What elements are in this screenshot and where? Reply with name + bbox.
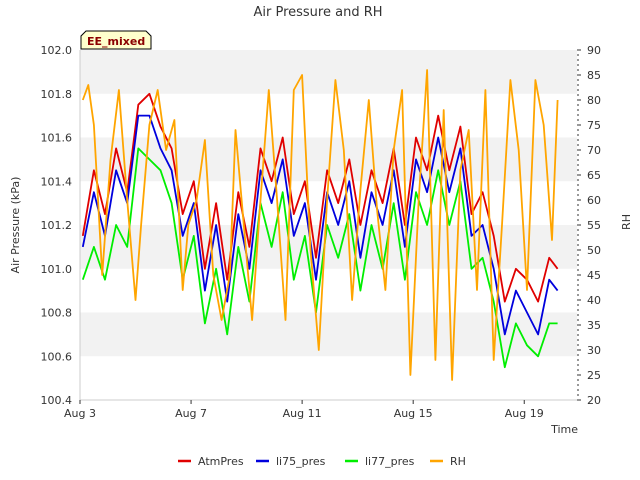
- background-band: [80, 225, 577, 269]
- x-tick-label: Aug 7: [175, 407, 207, 420]
- background-band: [80, 356, 577, 400]
- y2-axis-label: RH: [620, 214, 633, 230]
- background-band: [80, 50, 577, 94]
- y2-tick-label: 30: [587, 344, 601, 357]
- y2-tick-label: 70: [587, 144, 601, 157]
- y-tick-label: 100.8: [41, 307, 73, 320]
- x-tick-label: Aug 11: [283, 407, 322, 420]
- y-tick-label: 101.6: [41, 132, 73, 145]
- y2-tick-label: 75: [587, 119, 601, 132]
- series-line-li77-pres: [81, 147, 558, 369]
- axes: [79, 50, 577, 401]
- y-axis-label: Air Pressure (kPa): [9, 177, 22, 274]
- y2-tick-label: 40: [587, 294, 601, 307]
- y2-tick-label: 90: [587, 44, 601, 57]
- y-tick-label: 102.0: [41, 44, 73, 57]
- y-tick-label: 101.8: [41, 88, 73, 101]
- legend-label-atmpres: AtmPres: [198, 455, 244, 468]
- series-line-li75-pres: [81, 114, 559, 336]
- badge: EE_mixed: [80, 30, 152, 50]
- plot-lines: [81, 69, 559, 381]
- x-axis-label: Time: [550, 423, 578, 436]
- legend-label-rh: RH: [450, 455, 466, 468]
- y-tick-label: 101.4: [41, 175, 73, 188]
- legend: AtmPres li75_pres li77_pres RH: [178, 455, 466, 468]
- y2-tick-label: 35: [587, 319, 601, 332]
- y-tick-label: 101.2: [41, 219, 73, 232]
- legend-label-li77-pres: li77_pres: [365, 455, 415, 468]
- legend-label-li75-pres: li75_pres: [276, 455, 326, 468]
- y2-tick-label: 20: [587, 394, 601, 407]
- y2-tick-label: 50: [587, 244, 601, 257]
- y2-tick-label: 85: [587, 69, 601, 82]
- background-bands: [80, 50, 577, 400]
- y2-tick-label: 45: [587, 269, 601, 282]
- x-tick-label: Aug 15: [394, 407, 433, 420]
- series-line-rh: [81, 69, 559, 381]
- y2-tick-label: 65: [587, 169, 601, 182]
- y-tick-label: 101.0: [41, 263, 73, 276]
- y-tick-label: 100.6: [41, 350, 73, 363]
- chart-title: Air Pressure and RH: [253, 5, 382, 20]
- badge-label: EE_mixed: [87, 35, 145, 48]
- y-tick-label: 100.4: [41, 394, 73, 407]
- x-tick-label: Aug 19: [505, 407, 544, 420]
- y2-tick-label: 80: [587, 94, 601, 107]
- x-tick-label: Aug 3: [64, 407, 96, 420]
- badge-box: [80, 30, 152, 50]
- y2-tick-label: 55: [587, 219, 601, 232]
- tick-labels: 100.4 100.6 100.8 101.0 101.2 101.4 101.6 101.8…: [41, 44, 602, 420]
- y2-tick-label: 60: [587, 194, 601, 207]
- y2-tick-label: 25: [587, 369, 601, 382]
